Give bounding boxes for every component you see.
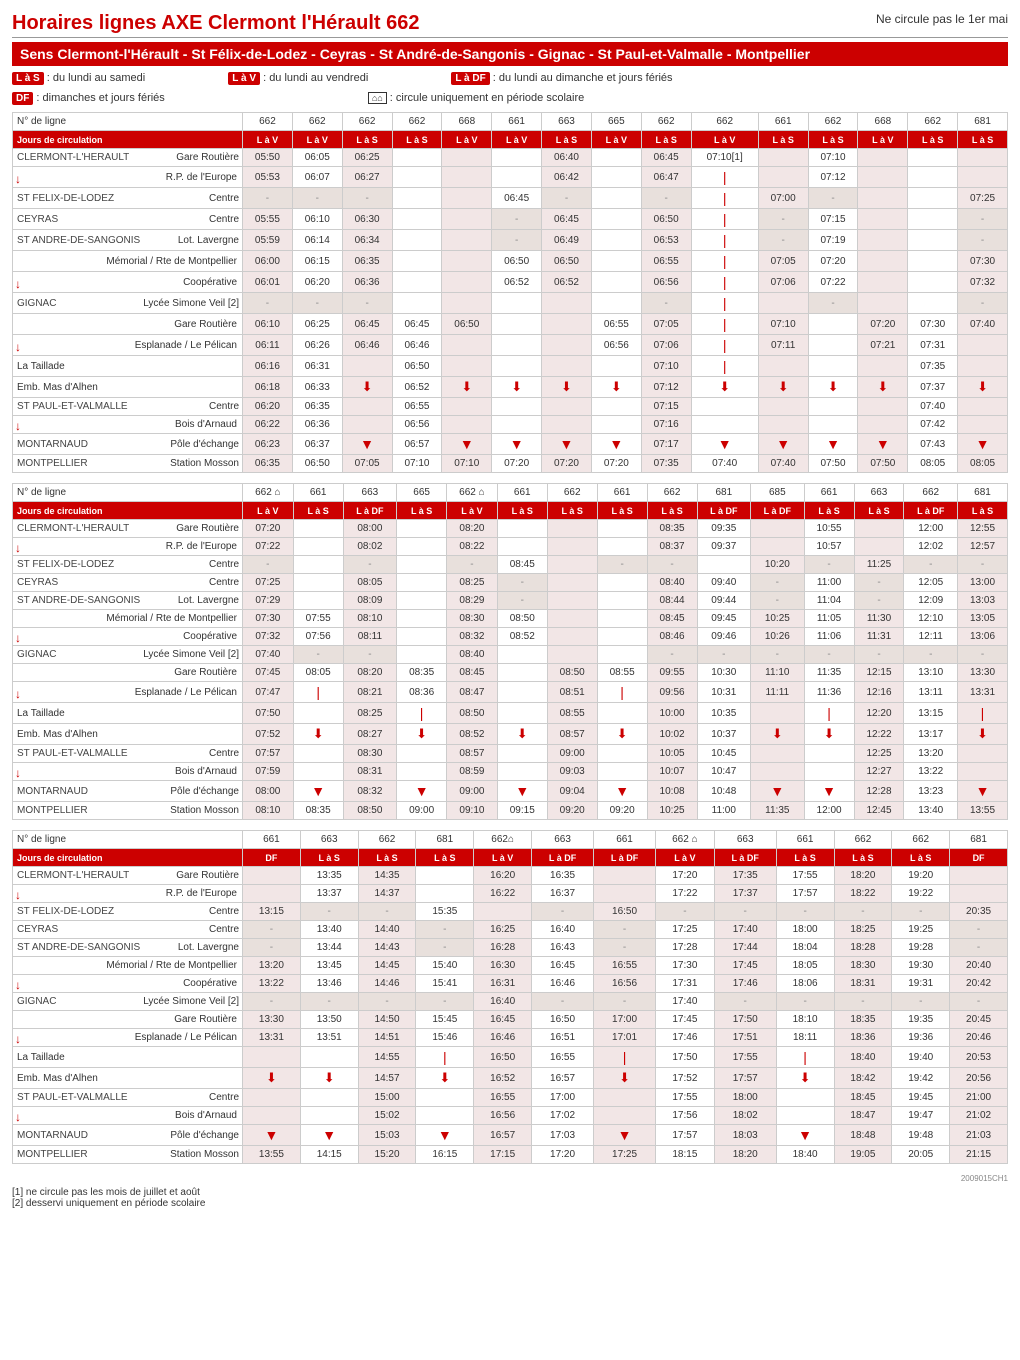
days-row: Jours de circulationL à VL à SL à DFL à …: [13, 502, 1008, 520]
timetable-row: CLERMONT-L'HERAULTGare Routière13:3514:3…: [13, 867, 1008, 885]
legend-row1: L à S : du lundi au samedi L à V : du lu…: [12, 72, 1008, 84]
timetable-row: ST ANDRE-DE-SANGONISLot. Lavergne05:5906…: [13, 230, 1008, 251]
line-number-row: N° de ligne66266266266266866166366566266…: [13, 113, 1008, 131]
tag-df: DF: [12, 92, 33, 105]
timetable-row: MONTPELLIERStation Mosson06:3506:5007:05…: [13, 455, 1008, 473]
title-text: Horaires lignes AXE Clermont l'Hérault 6…: [12, 12, 419, 34]
timetable: N° de ligne661663662681662⌂663661662 ⌂66…: [12, 830, 1008, 1164]
timetable-row: MONTARNAUDPôle d'échange▼▼15:03▼16:5717:…: [13, 1125, 1008, 1146]
timetable-row: ↓Coopérative06:0106:2006:3606:5206:5206:…: [13, 272, 1008, 293]
timetable-row: ↓R.P. de l'Europe07:2208:0208:2208:3709:…: [13, 538, 1008, 556]
timetable-row: ↓Bois d'Arnaud07:5908:3108:5909:0310:071…: [13, 763, 1008, 781]
footnote-2: [2] desservi uniquement en période scola…: [12, 1198, 1008, 1209]
timetable-row: MONTARNAUDPôle d'échange06:2306:37▼06:57…: [13, 434, 1008, 455]
timetable: N° de ligne66266266266266866166366566266…: [12, 112, 1008, 473]
timetable-row: CLERMONT-L'HERAULTGare Routière07:2008:0…: [13, 520, 1008, 538]
page-title: Horaires lignes AXE Clermont l'Hérault 6…: [12, 12, 1008, 38]
timetable-row: ST ANDRE-DE-SANGONISLot. Lavergne-13:441…: [13, 939, 1008, 957]
timetable-row: Mémorial / Rte de Montpellier13:2013:451…: [13, 957, 1008, 975]
timetable-row: CEYRASCentre-13:4014:40-16:2516:40-17:25…: [13, 921, 1008, 939]
timetable-row: Emb. Mas d'Alhen07:52⬇08:27⬇08:52⬇08:57⬇…: [13, 724, 1008, 745]
timetable-row: ST FELIX-DE-LODEZCentre---06:45--|07:00-…: [13, 188, 1008, 209]
timetable-row: ST FELIX-DE-LODEZCentre13:15--15:35-16:5…: [13, 903, 1008, 921]
timetable-row: ↓Coopérative13:2213:4614:4615:4116:3116:…: [13, 975, 1008, 993]
tag-scol: ⌂⌂: [368, 92, 387, 104]
line-number-row: N° de ligne662 ⌂661663665662 ⌂6616626616…: [13, 484, 1008, 502]
timetable-row: GIGNACLycée Simone Veil [2]----16:40--17…: [13, 993, 1008, 1011]
days-row: Jours de circulationL à VL à VL à SL à S…: [13, 131, 1008, 149]
timetable-row: ↓R.P. de l'Europe05:5306:0706:2706:4206:…: [13, 167, 1008, 188]
timetable-row: CLERMONT-L'HERAULTGare Routière05:5006:0…: [13, 149, 1008, 167]
timetable-row: ↓Coopérative07:3207:5608:1108:3208:5208:…: [13, 628, 1008, 646]
tag-ladf: L à DF: [451, 72, 489, 85]
timetable-row: MONTPELLIERStation Mosson08:1008:3508:50…: [13, 802, 1008, 820]
timetable-row: GIGNACLycée Simone Veil [2]07:40--08:40-…: [13, 646, 1008, 664]
reference-code: 2009015CH1: [12, 1174, 1008, 1183]
timetable-row: ST PAUL-ET-VALMALLECentre06:2006:3506:55…: [13, 398, 1008, 416]
timetable-row: MONTARNAUDPôle d'échange08:00▼08:32▼09:0…: [13, 781, 1008, 802]
timetable-row: Emb. Mas d'Alhen⬇⬇14:57⬇16:5216:57⬇17:52…: [13, 1068, 1008, 1089]
timetable-row: MONTPELLIERStation Mosson13:5514:1515:20…: [13, 1146, 1008, 1164]
direction-bar: Sens Clermont-l'Hérault - St Félix-de-Lo…: [12, 42, 1008, 66]
header-note: Ne circule pas le 1er mai: [876, 12, 1008, 26]
timetable-row: ↓Esplanade / Le Pélican13:3113:5114:5115…: [13, 1029, 1008, 1047]
timetable-row: ST PAUL-ET-VALMALLECentre15:0016:5517:00…: [13, 1089, 1008, 1107]
legend-row2: DF : dimanches et jours fériés ⌂⌂ : circ…: [12, 92, 1008, 104]
timetable-row: ↓Bois d'Arnaud15:0216:5617:0217:5618:021…: [13, 1107, 1008, 1125]
timetable-row: CEYRASCentre07:2508:0508:25-08:4009:40-1…: [13, 574, 1008, 592]
timetable-row: Mémorial / Rte de Montpellier06:0006:150…: [13, 251, 1008, 272]
timetable-row: La Taillade07:5008:25|08:5008:5510:0010:…: [13, 703, 1008, 724]
timetable-row: ST FELIX-DE-LODEZCentre---08:45--10:20-1…: [13, 556, 1008, 574]
line-number-row: N° de ligne661663662681662⌂663661662 ⌂66…: [13, 831, 1008, 849]
timetable-row: ST PAUL-ET-VALMALLECentre07:5708:3008:57…: [13, 745, 1008, 763]
timetable-row: ↓Bois d'Arnaud06:2206:3606:5607:1607:42: [13, 416, 1008, 434]
timetable-row: GIGNACLycée Simone Veil [2]----|--: [13, 293, 1008, 314]
footnotes: [1] ne circule pas les mois de juillet e…: [12, 1187, 1008, 1209]
timetable-row: La Taillade06:1606:3106:5007:10|07:35: [13, 356, 1008, 377]
tag-lav: L à V: [228, 72, 260, 85]
timetable-row: Gare Routière13:3013:5014:5015:4516:4516…: [13, 1011, 1008, 1029]
timetable-row: Emb. Mas d'Alhen06:1806:33⬇06:52⬇⬇⬇⬇07:1…: [13, 377, 1008, 398]
timetable-row: ST ANDRE-DE-SANGONISLot. Lavergne07:2908…: [13, 592, 1008, 610]
timetable-row: Gare Routière06:1006:2506:4506:4506:5006…: [13, 314, 1008, 335]
timetable-row: Gare Routière07:4508:0508:2008:3508:4508…: [13, 664, 1008, 682]
days-row: Jours de circulationDFL à SL à SL à SL à…: [13, 849, 1008, 867]
timetable-row: La Taillade14:55|16:5016:55|17:5017:55|1…: [13, 1047, 1008, 1068]
timetable-row: ↓R.P. de l'Europe13:3714:3716:2216:3717:…: [13, 885, 1008, 903]
timetable: N° de ligne662 ⌂661663665662 ⌂6616626616…: [12, 483, 1008, 820]
footnote-1: [1] ne circule pas les mois de juillet e…: [12, 1187, 1008, 1198]
timetable-row: Mémorial / Rte de Montpellier07:3007:550…: [13, 610, 1008, 628]
tag-las: L à S: [12, 72, 44, 85]
timetable-row: CEYRASCentre05:5506:1006:30-06:4506:50|-…: [13, 209, 1008, 230]
timetable-row: ↓Esplanade / Le Pélican06:1106:2606:4606…: [13, 335, 1008, 356]
timetable-row: ↓Esplanade / Le Pélican07:47|08:2108:360…: [13, 682, 1008, 703]
